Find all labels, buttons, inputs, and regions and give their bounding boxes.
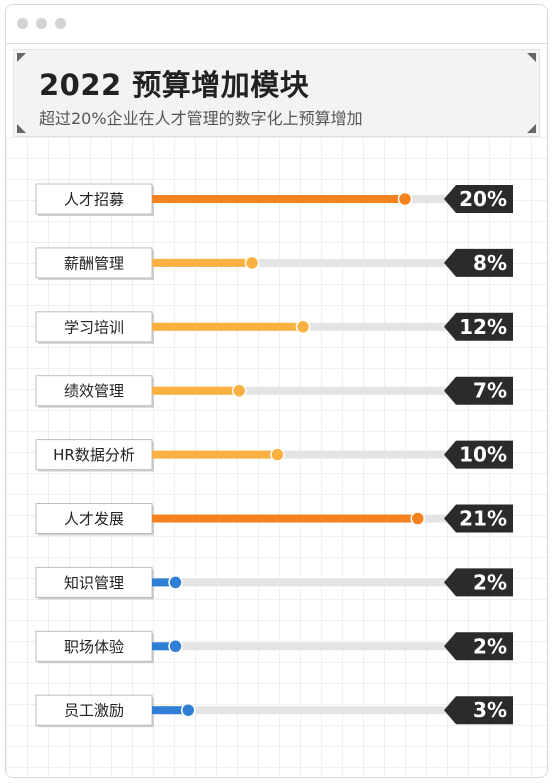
- bar-track: [152, 450, 455, 459]
- value-badge: [444, 632, 513, 661]
- bar: [152, 386, 240, 395]
- category-label-box: [35, 694, 153, 726]
- bar: [152, 578, 176, 587]
- bar-end-dot: [181, 702, 196, 718]
- category-label: 绩效管理: [64, 382, 124, 400]
- bar: [152, 195, 405, 203]
- value-label: 8%: [473, 251, 507, 275]
- value-label: 2%: [473, 634, 507, 658]
- window-titlebar: [6, 5, 547, 44]
- bar: [152, 642, 176, 651]
- category-label: HR数据分析: [53, 446, 135, 464]
- corner-mark-icon: [17, 53, 26, 62]
- value-label: 21%: [459, 507, 507, 531]
- value-badge: [444, 504, 513, 533]
- value-badge: [444, 312, 513, 341]
- window-dot-1: [17, 18, 28, 29]
- category-label-box: [35, 503, 153, 534]
- category-label: 员工激励: [64, 702, 124, 720]
- bar-end-dot: [168, 639, 183, 654]
- value-badge: [444, 248, 513, 277]
- category-label-box: [35, 183, 153, 215]
- value-badge: [444, 568, 513, 597]
- category-label: 人才招募: [64, 191, 124, 209]
- corner-mark-icon: [527, 124, 536, 133]
- bar-track: [152, 642, 455, 651]
- value-badge: [444, 696, 513, 725]
- bar-end-dot: [232, 383, 247, 398]
- bar-track: [152, 706, 455, 715]
- page-subtitle: 超过20%企业在人才管理的数字化上预算增加: [39, 109, 363, 128]
- category-label-box: [35, 311, 153, 343]
- bar: [152, 706, 189, 715]
- window-dot-3: [55, 18, 66, 29]
- value-label: 3%: [473, 698, 507, 722]
- category-label-box: [35, 375, 153, 407]
- bar: [152, 450, 278, 459]
- header-panel: 2022 预算增加模块 超过20%企业在人才管理的数字化上预算增加: [13, 49, 540, 137]
- value-badge: [444, 185, 513, 213]
- bar-end-dot: [397, 191, 413, 207]
- bar: [152, 514, 418, 523]
- bar: [152, 258, 252, 267]
- value-badge: [444, 440, 513, 469]
- value-badge: [444, 376, 513, 405]
- bar-end-dot: [295, 319, 311, 335]
- bar-track: [152, 386, 455, 395]
- value-label: 10%: [459, 443, 507, 467]
- bar: [152, 322, 303, 331]
- value-label: 20%: [459, 187, 507, 211]
- value-label: 7%: [473, 379, 507, 403]
- bar-end-dot: [244, 255, 260, 271]
- bar-end-dot: [168, 575, 183, 590]
- value-label: 2%: [473, 570, 507, 594]
- bar-end-dot: [410, 511, 425, 526]
- page-title: 2022 预算增加模块: [39, 68, 310, 102]
- value-label: 12%: [459, 315, 507, 339]
- category-label: 职场体验: [64, 638, 124, 656]
- category-label: 薪酬管理: [64, 254, 124, 272]
- category-label-box: [35, 630, 153, 662]
- corner-mark-icon: [527, 53, 536, 62]
- corner-mark-icon: [17, 124, 26, 133]
- window-dot-2: [36, 18, 47, 29]
- category-label: 学习培训: [64, 318, 124, 336]
- bar-track: [152, 258, 455, 267]
- category-label: 知识管理: [64, 574, 124, 592]
- bar-end-dot: [270, 447, 285, 462]
- bar-track: [152, 578, 455, 587]
- category-label: 人才发展: [64, 510, 124, 528]
